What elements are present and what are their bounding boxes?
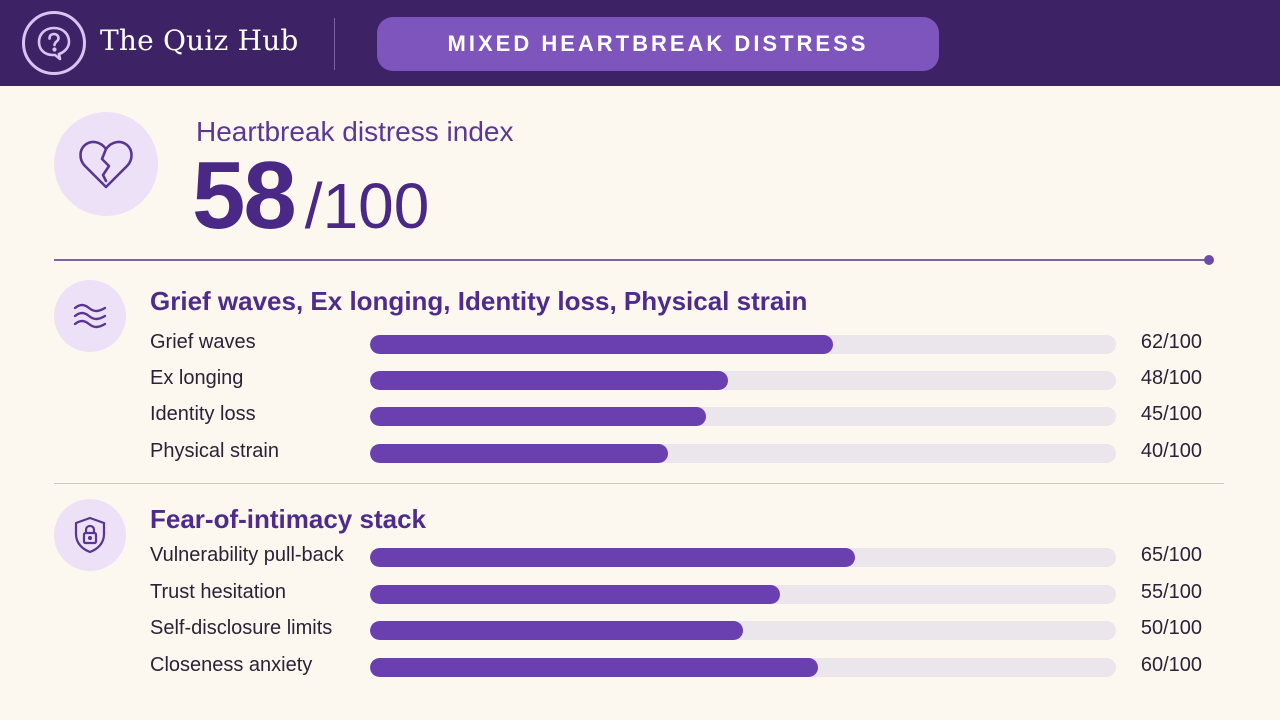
score-bar-track [370,658,1116,677]
score-bar-fill [370,444,669,463]
waves-icon [54,280,126,352]
row-label: Ex longing [150,367,244,389]
score-bar-fill [370,407,706,426]
row-value: 62/100 [1140,331,1202,353]
score-label: Heartbreak distress index [196,116,514,147]
row-label: Identity loss [150,403,256,425]
score-bar-fill [370,658,818,677]
score-row: Physical strain 40/100 [150,438,1210,468]
row-value: 55/100 [1140,581,1202,603]
row-value: 50/100 [1140,617,1202,639]
section-title-intimacy: Fear-of-intimacy stack [150,504,426,534]
row-label: Physical strain [150,440,279,462]
score-bar-fill [370,585,781,604]
score-row: Trust hesitation 55/100 [150,579,1210,609]
score-row: Self-disclosure limits 50/100 [150,615,1210,645]
row-label: Grief waves [150,331,256,353]
row-label: Vulnerability pull-back [150,544,344,566]
row-value: 48/100 [1140,367,1202,389]
app-header: The Quiz Hub MIXED HEARTBREAK DISTRESS [0,0,1280,86]
row-value: 40/100 [1140,440,1202,462]
score-bar-track [370,407,1116,426]
row-value: 60/100 [1140,654,1202,676]
row-label: Trust hesitation [150,581,286,603]
broken-heart-icon [54,112,158,216]
score-display: 58 /100 [192,146,429,246]
score-bar-track [370,621,1116,640]
score-bar-track [370,335,1116,354]
rule-end-dot [1204,255,1214,265]
score-row: Closeness anxiety 60/100 [150,652,1210,682]
score-bar-track [370,371,1116,390]
row-label: Self-disclosure limits [150,617,333,639]
score-max: /100 [304,170,430,242]
shield-lock-icon [54,499,126,571]
row-value: 45/100 [1140,403,1202,425]
score-bar-fill [370,335,833,354]
score-row: Grief waves 62/100 [150,329,1210,359]
score-row: Vulnerability pull-back 65/100 [150,542,1210,572]
app-title: The Quiz Hub [100,24,299,57]
score-bar-fill [370,621,743,640]
score-bar-fill [370,371,729,390]
score-bar-fill [370,548,855,567]
score-row: Identity loss 45/100 [150,401,1210,431]
row-label: Closeness anxiety [150,654,313,676]
row-value: 65/100 [1140,544,1202,566]
header-divider [334,18,335,70]
score-bar-track [370,444,1116,463]
section-title-grief: Grief waves, Ex longing, Identity loss, … [150,286,808,316]
score-row: Ex longing 48/100 [150,365,1210,395]
section-divider [54,483,1224,484]
score-bar-track [370,548,1116,567]
score-value: 58 [192,142,297,249]
question-bubble-icon [22,11,86,75]
quiz-result-title-pill: MIXED HEARTBREAK DISTRESS [377,17,939,71]
score-bar-track [370,585,1116,604]
section-rule [54,259,1210,261]
